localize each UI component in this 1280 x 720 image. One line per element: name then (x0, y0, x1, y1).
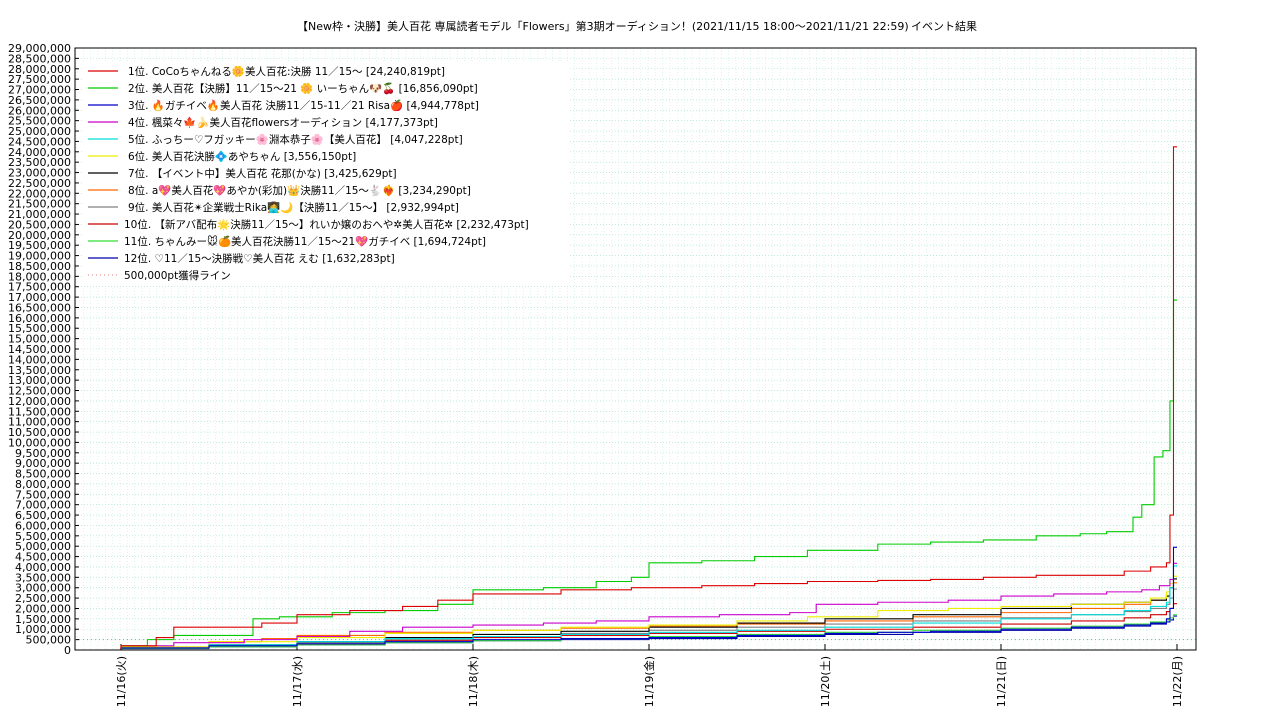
y-tick-label: 7,000,000 (15, 499, 71, 512)
y-tick-label: 16,000,000 (8, 312, 71, 325)
x-tick-label: 11/17(水) (291, 656, 304, 707)
y-tick-label: 3,000,000 (15, 582, 71, 595)
y-tick-label: 28,500,000 (8, 52, 71, 65)
y-tick-label: 11,500,000 (8, 405, 71, 418)
series-layer (77, 146, 1177, 651)
y-tick-label: 24,500,000 (8, 135, 71, 148)
x-tick-label: 11/21(日) (995, 656, 1008, 707)
y-tick-label: 11,000,000 (8, 416, 71, 429)
y-tick-label: 17,500,000 (8, 281, 71, 294)
plot-frame (74, 47, 1197, 651)
y-tick-label: 14,000,000 (8, 353, 71, 366)
y-tick-label: 22,000,000 (8, 187, 71, 200)
legend-box (82, 61, 568, 286)
y-tick-label: 26,500,000 (8, 94, 71, 107)
legend-label: 6位. 美人百花決勝💠あやちゃん [3,556,150pt] (128, 150, 356, 163)
x-tick-label: 11/16(火) (115, 656, 128, 707)
y-tick-label: 19,500,000 (8, 239, 71, 252)
y-tick-label: 8,500,000 (15, 468, 71, 481)
y-tick-label: 1,500,000 (15, 613, 71, 626)
legend-label: 1位. CoCoちゃんねる🌼美人百花:決勝 11／15〜 [24,240,819… (128, 65, 445, 78)
y-tick-label: 18,500,000 (8, 260, 71, 273)
y-tick-label: 10,500,000 (8, 426, 71, 439)
y-tick-label: 3,500,000 (15, 571, 71, 584)
y-tick-label: 13,000,000 (8, 374, 71, 387)
series-line (77, 146, 1177, 651)
x-tick-label: 11/22(月) (1171, 656, 1184, 707)
y-tick-label: 1,000,000 (15, 623, 71, 636)
y-tick-label: 28,000,000 (8, 63, 71, 76)
y-tick-label: 9,000,000 (15, 457, 71, 470)
y-tick-label: 20,500,000 (8, 218, 71, 231)
x-tick-label: 11/19(金) (642, 656, 656, 707)
legend-label: 12位. ♡11／15〜決勝戦♡美人百花 えむ [1,632,283pt] (124, 252, 395, 265)
x-tick-label: 11/20(土) (819, 656, 832, 707)
y-tick-label: 10,000,000 (8, 436, 71, 449)
legend-label: 2位. 美人百花【決勝】11／15〜21 🌼 いーちゃん🐶🍒 [16,856,0… (128, 82, 478, 95)
legend-label: 500,000pt獲得ライン (124, 269, 231, 282)
y-tick-label: 12,000,000 (8, 395, 71, 408)
series-line (77, 299, 1177, 651)
y-tick-label: 23,500,000 (8, 156, 71, 169)
y-tick-label: 22,500,000 (8, 177, 71, 190)
y-tick-label: 21,000,000 (8, 208, 71, 221)
legend-label: 11位. ちゃんみー🐭🍊美人百花決勝11／15〜21💖ガチイベ [1,694,7… (124, 235, 486, 248)
y-tick-label: 12,500,000 (8, 385, 71, 398)
y-tick-label: 26,000,000 (8, 104, 71, 117)
y-tick-label: 27,000,000 (8, 84, 71, 97)
y-tick-label: 27,500,000 (8, 73, 71, 86)
y-tick-label: 6,000,000 (15, 519, 71, 532)
x-tick-label: 11/18(木) (467, 656, 480, 707)
y-tick-label: 25,500,000 (8, 115, 71, 128)
legend-label: 8位. a💖美人百花💖あやか(彩加)👑決勝11／15〜🐇❤️‍🔥 [3,234,… (128, 184, 471, 197)
legend-label: 10位. 【新アバ配布🌟決勝11／15〜】れいか嬢のおへや✲美人百花✲ [2,2… (124, 218, 529, 231)
y-tick-label: 18,000,000 (8, 270, 71, 283)
y-tick-label: 25,000,000 (8, 125, 71, 138)
legend-label: 4位. 楓菜々🍁🍌美人百花flowersオーディション [4,177,373pt… (128, 116, 438, 129)
y-tick-label: 15,500,000 (8, 322, 71, 335)
y-tick-label: 13,500,000 (8, 364, 71, 377)
legend-label: 5位. ふっちー♡フガッキー🌸淵本恭子🌸【美人百花】 [4,047,228pt] (128, 133, 463, 146)
y-tick-label: 16,500,000 (8, 301, 71, 314)
y-tick-label: 6,500,000 (15, 509, 71, 522)
y-tick-label: 19,000,000 (8, 250, 71, 263)
y-tick-label: 0 (64, 644, 71, 657)
y-tick-label: 4,500,000 (15, 551, 71, 564)
y-tick-label: 21,500,000 (8, 198, 71, 211)
y-tick-label: 8,000,000 (15, 478, 71, 491)
y-tick-label: 15,000,000 (8, 333, 71, 346)
series-line (77, 562, 1177, 651)
y-tick-label: 5,000,000 (15, 540, 71, 553)
y-tick-label: 17,000,000 (8, 291, 71, 304)
series-line (77, 546, 1177, 651)
y-axis-ticks: 0500,0001,000,0001,500,0002,000,0002,500… (8, 42, 79, 657)
y-tick-label: 2,000,000 (15, 602, 71, 615)
chart-title: 【New枠・決勝】美人百花 専属読者モデル「Flowers」第3期オーディション… (297, 19, 909, 33)
y-tick-label: 14,500,000 (8, 343, 71, 356)
y-tick-label: 23,000,000 (8, 167, 71, 180)
y-tick-label: 7,500,000 (15, 488, 71, 501)
chart-subtitle: イベント結果 (911, 19, 977, 33)
series-line (77, 575, 1177, 651)
x-axis-ticks: 11/16(火) 11/17(水) 11/18(木) 11/19(金) 11/20(土)… (115, 644, 1184, 707)
y-tick-label: 24,000,000 (8, 146, 71, 159)
y-tick-label: 5,500,000 (15, 530, 71, 543)
legend-label: 7位. 【イベント中】美人百花 花那(かな) [3,425,629pt] (128, 167, 397, 180)
y-tick-label: 2,500,000 (15, 592, 71, 605)
legend-label: 9位. 美人百花✴︎企業戦士Rika👩‍💻🌙【決勝11／15〜】 [2,932,… (128, 201, 459, 214)
legend: 1位. CoCoちゃんねる🌼美人百花:決勝 11／15〜 [24,240,819… (82, 61, 568, 286)
y-tick-label: 4,000,000 (15, 561, 71, 574)
legend-label: 3位. 🔥ガチイベ🔥美人百花 決勝11／15-11／21 Risa🍎 [4,94… (128, 99, 479, 112)
y-tick-label: 29,000,000 (8, 42, 71, 55)
y-tick-label: 500,000 (26, 634, 72, 647)
y-tick-label: 20,000,000 (8, 229, 71, 242)
series-line (77, 565, 1177, 651)
y-tick-label: 9,500,000 (15, 447, 71, 460)
